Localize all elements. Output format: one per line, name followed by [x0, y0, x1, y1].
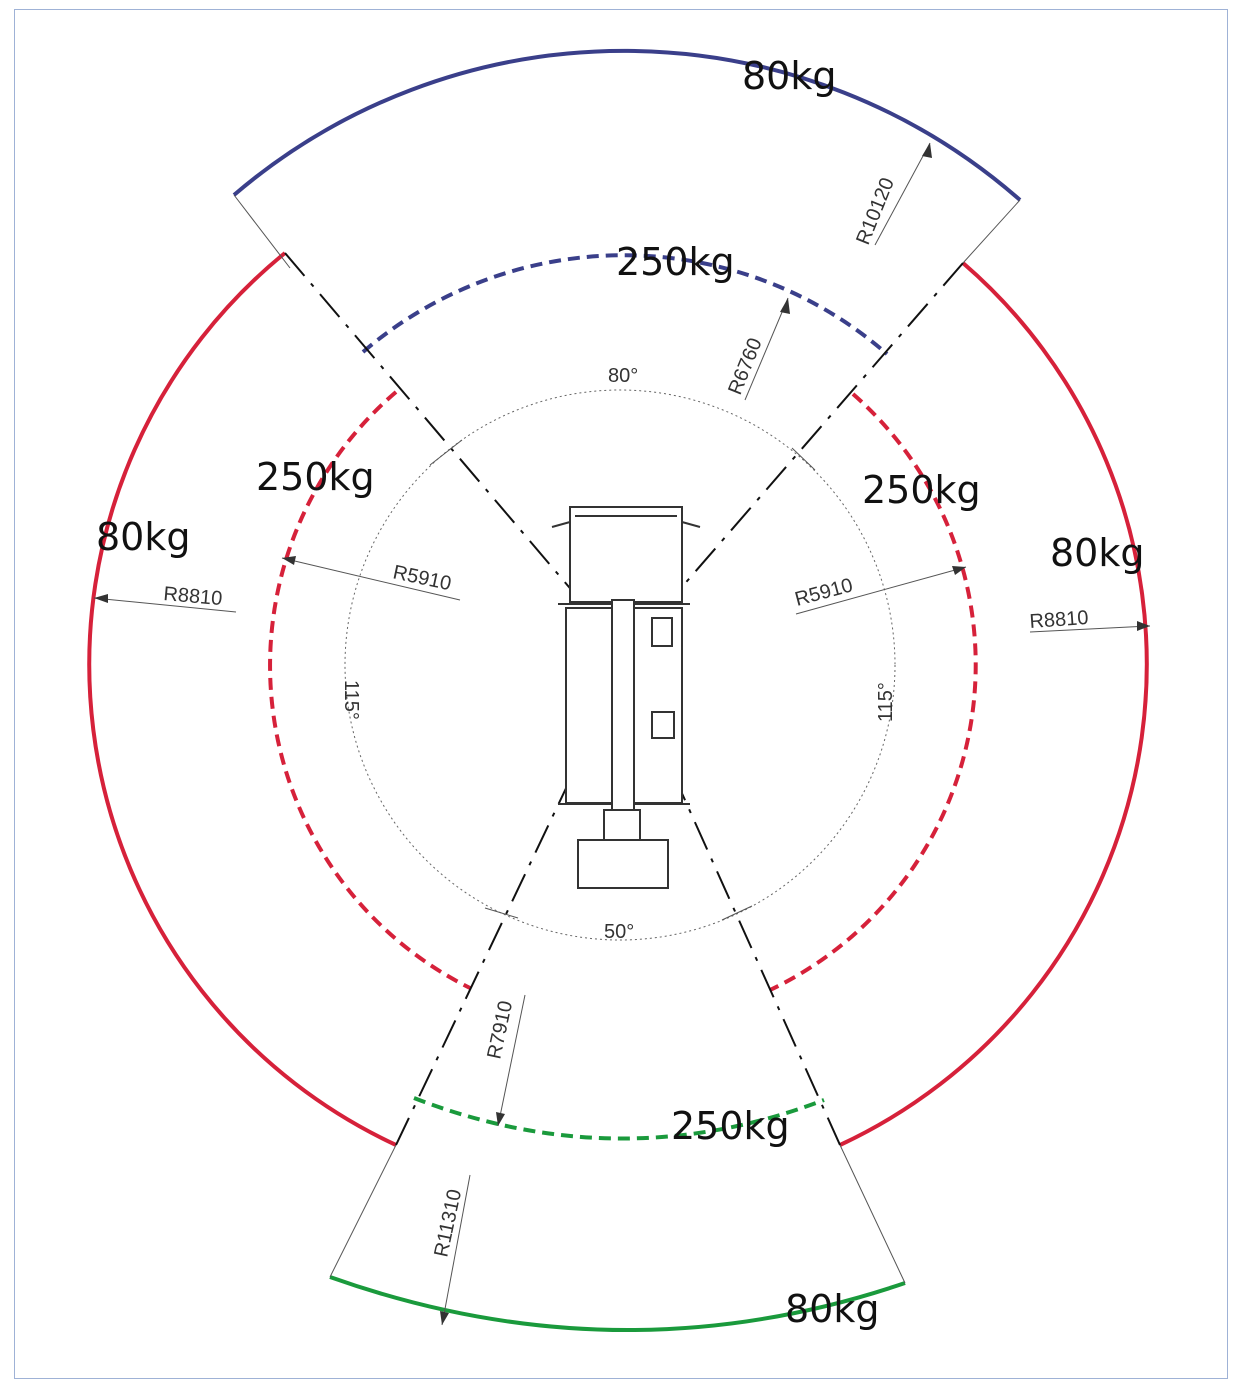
- arrow-right-inner: [952, 566, 966, 575]
- tick-front-left: [429, 439, 463, 466]
- control-box: [651, 617, 673, 647]
- tick-front-right: [791, 447, 816, 471]
- boom-arm: [611, 599, 635, 826]
- arrow-front-inner: [780, 298, 790, 314]
- front-inner-arc: [361, 253, 889, 356]
- load-label-right-outer: 80kg: [1050, 531, 1144, 575]
- front-sector-edge-left: [233, 194, 291, 269]
- arrow-left-inner: [282, 556, 296, 565]
- machine-top-view: [551, 506, 701, 889]
- counterweight-engine: [577, 839, 669, 889]
- tick-rear-left: [484, 907, 519, 919]
- load-label-front-inner: 250kg: [616, 240, 735, 284]
- dim-front-inner: R6760: [724, 335, 766, 398]
- rear-outer-arc: [329, 1275, 906, 1333]
- tick-rear-right: [721, 905, 753, 921]
- angle-left: 115°: [340, 680, 362, 720]
- dim-left-inner: R5910: [391, 561, 453, 595]
- turret: [603, 809, 641, 841]
- front-sector-edge-right: [962, 199, 1021, 264]
- dim-leader-left-inner: [281, 557, 461, 601]
- dim-leader-rear-outer: [441, 1174, 471, 1326]
- side-outer-arc-right: [839, 261, 1149, 1147]
- load-label-left-inner: 250kg: [256, 455, 375, 499]
- front-outer-arc: [232, 48, 1022, 202]
- load-label-rear-outer: 80kg: [785, 1287, 879, 1331]
- rear-inner-arc: [413, 1096, 825, 1141]
- angle-reference-circle: [344, 389, 896, 941]
- rear-sector-edge-left: [329, 1144, 397, 1278]
- dim-right-inner: R5910: [793, 574, 856, 611]
- platform-rail: [551, 515, 701, 528]
- rear-sector-edge-right: [839, 1144, 906, 1284]
- dim-left-outer: R8810: [163, 583, 224, 610]
- side-panel: [651, 711, 675, 739]
- dim-front-outer: R10120: [852, 175, 899, 248]
- dim-leader-front-inner: [744, 297, 789, 401]
- dim-leader-front-outer: [874, 142, 931, 246]
- dim-right-outer: R8810: [1029, 607, 1089, 633]
- angle-front: 80°: [608, 365, 638, 387]
- arrow-rear-inner: [496, 1112, 505, 1126]
- side-outer-arc-left: [87, 251, 397, 1147]
- dim-rear-inner: R7910: [483, 999, 517, 1061]
- arrow-rear-outer: [440, 1311, 449, 1325]
- dim-leader-right-inner: [795, 566, 967, 615]
- arrow-front-outer: [922, 143, 932, 158]
- platform-basket: [569, 506, 683, 603]
- dim-leader-rear-inner: [497, 994, 526, 1127]
- dim-leader-right-outer: [1029, 625, 1151, 633]
- load-label-rear-inner: 250kg: [671, 1104, 790, 1148]
- load-label-left-outer: 80kg: [96, 515, 190, 559]
- dim-leader-left-outer: [93, 597, 237, 613]
- axis-front-left: [284, 252, 581, 601]
- arrow-left-outer: [94, 594, 108, 603]
- angle-right: 115°: [875, 682, 897, 722]
- load-label-right-inner: 250kg: [862, 468, 981, 512]
- load-label-front-outer: 80kg: [742, 54, 836, 98]
- arrow-right-outer: [1137, 621, 1150, 631]
- axis-front-right: [674, 262, 964, 596]
- angle-rear: 50°: [604, 921, 634, 943]
